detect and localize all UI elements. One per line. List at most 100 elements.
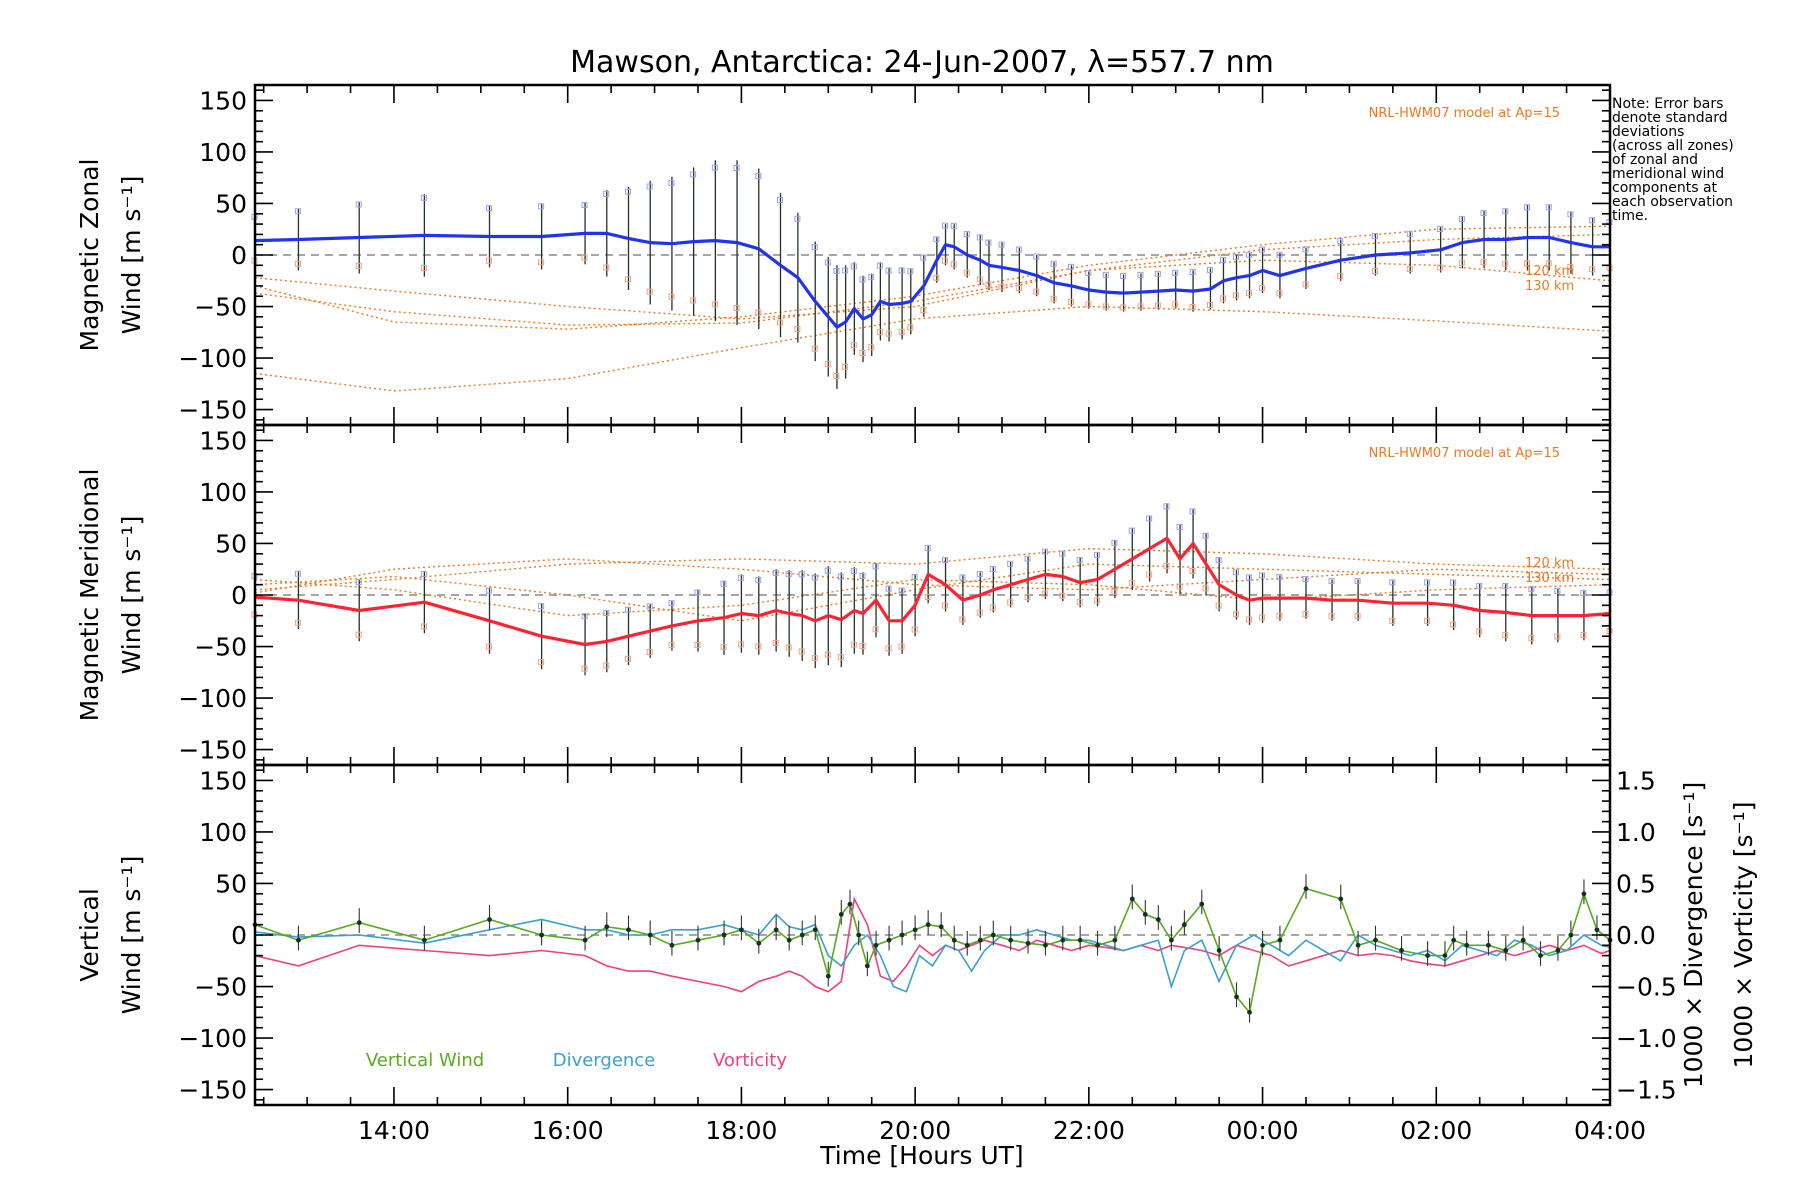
vertical-wind-point xyxy=(1181,922,1187,928)
right-tick-label: 0.5 xyxy=(1616,869,1656,898)
zone-marker xyxy=(1276,251,1283,258)
zone-marker xyxy=(538,203,545,210)
zone-marker xyxy=(942,557,949,564)
vertical-wind-point xyxy=(1060,937,1066,943)
note-line: components at xyxy=(1612,180,1718,196)
vertical-wind-point xyxy=(990,932,996,938)
vertical-wind-point xyxy=(1303,886,1309,892)
zone-marker xyxy=(1424,579,1431,586)
altitude-label: 130 km xyxy=(1525,279,1574,294)
zone-marker xyxy=(1389,617,1396,624)
vertical-wind-point xyxy=(786,937,792,943)
zone-marker xyxy=(772,569,779,576)
zone-marker xyxy=(294,260,301,267)
zone-marker xyxy=(668,600,675,607)
right-axis-title-divergence: 1000 × Divergence [s⁻¹] xyxy=(1679,782,1708,1089)
zone-marker xyxy=(603,662,610,669)
zone-marker xyxy=(1120,304,1127,311)
zone-marker xyxy=(1137,303,1144,310)
zone-marker xyxy=(998,241,1005,248)
zone-marker xyxy=(1033,253,1040,260)
y-tick-label: 100 xyxy=(199,818,247,847)
zone-marker xyxy=(1189,568,1196,575)
zone-marker xyxy=(868,274,875,281)
zone-marker xyxy=(1580,589,1587,596)
zone-marker xyxy=(1302,576,1309,583)
zone-marker xyxy=(755,172,762,179)
vertical-wind-point xyxy=(356,920,362,926)
zone-marker xyxy=(603,610,610,617)
altitude-label: 120 km xyxy=(1525,264,1574,279)
model-curve xyxy=(254,225,1611,330)
vertical-wind-point xyxy=(912,927,918,933)
zone-marker xyxy=(1480,259,1487,266)
y-tick-label: −100 xyxy=(178,344,247,373)
zone-marker xyxy=(1172,301,1179,308)
zone-marker xyxy=(1259,572,1266,579)
vertical-wind-point xyxy=(873,942,879,948)
vertical-wind-point xyxy=(1129,896,1135,902)
x-tick-label: 22:00 xyxy=(1053,1116,1125,1145)
zone-marker xyxy=(668,179,675,186)
zone-marker xyxy=(581,665,588,672)
x-axis-title: Time [Hours UT] xyxy=(819,1141,1023,1170)
zone-marker xyxy=(646,603,653,610)
zone-marker xyxy=(294,570,301,577)
vertical-wind-point xyxy=(582,937,588,943)
note-line: Note: Error bars xyxy=(1612,96,1723,112)
vertical-wind-point xyxy=(1025,940,1031,946)
note-line: denote standard xyxy=(1612,110,1728,126)
zone-marker xyxy=(1111,539,1118,546)
zone-marker xyxy=(850,568,857,575)
vertical-wind-point xyxy=(739,927,744,933)
meridional-wind-line xyxy=(254,536,1611,647)
zone-marker xyxy=(1219,295,1226,302)
vertical-wind-point xyxy=(1568,932,1574,938)
zone-marker xyxy=(624,606,631,613)
right-tick-label: 1.0 xyxy=(1616,818,1656,847)
vertical-wind-point xyxy=(756,940,762,946)
vertical-wind-point xyxy=(938,924,944,930)
vertical-wind-point xyxy=(799,932,805,938)
zone-marker xyxy=(1076,556,1083,563)
zone-marker xyxy=(720,580,727,587)
zone-marker xyxy=(1458,215,1465,222)
zone-marker xyxy=(924,593,931,600)
vertical-wind-point xyxy=(1442,953,1448,959)
zone-marker xyxy=(842,267,849,274)
zone-marker xyxy=(1502,208,1509,215)
zone-marker xyxy=(911,626,918,633)
zone-marker xyxy=(1007,560,1014,567)
vertical-wind-point xyxy=(773,927,779,933)
y-axis-title: Vertical xyxy=(75,888,104,982)
vertical-wind-point xyxy=(539,932,545,938)
vorticity-line xyxy=(254,896,1611,993)
vertical-wind-point xyxy=(1594,927,1600,933)
zone-marker xyxy=(733,164,740,171)
vertical-wind-point xyxy=(1112,937,1118,943)
zone-marker xyxy=(1189,508,1196,515)
vertical-wind-point xyxy=(626,927,631,933)
y-tick-label: −150 xyxy=(178,1076,247,1105)
zone-marker xyxy=(420,570,427,577)
zone-marker xyxy=(624,276,631,283)
zone-marker xyxy=(824,259,831,266)
zone-marker xyxy=(1163,503,1170,510)
zone-marker xyxy=(1128,580,1135,587)
legend-divergence: Divergence xyxy=(553,1050,656,1071)
zone-marker xyxy=(755,643,762,650)
zone-marker xyxy=(420,264,427,271)
zonal-wind-line xyxy=(254,231,1610,329)
zone-marker xyxy=(907,324,914,331)
zone-marker xyxy=(959,574,966,581)
zone-marker xyxy=(1523,204,1530,211)
zone-marker xyxy=(885,330,892,337)
vertical-wind-point xyxy=(1077,937,1083,943)
vertical-wind-point xyxy=(1216,948,1222,953)
zone-marker xyxy=(1302,281,1309,288)
zone-marker xyxy=(646,288,653,295)
zone-marker xyxy=(1246,290,1253,297)
zone-marker xyxy=(1007,599,1014,606)
zone-marker xyxy=(1354,613,1361,620)
